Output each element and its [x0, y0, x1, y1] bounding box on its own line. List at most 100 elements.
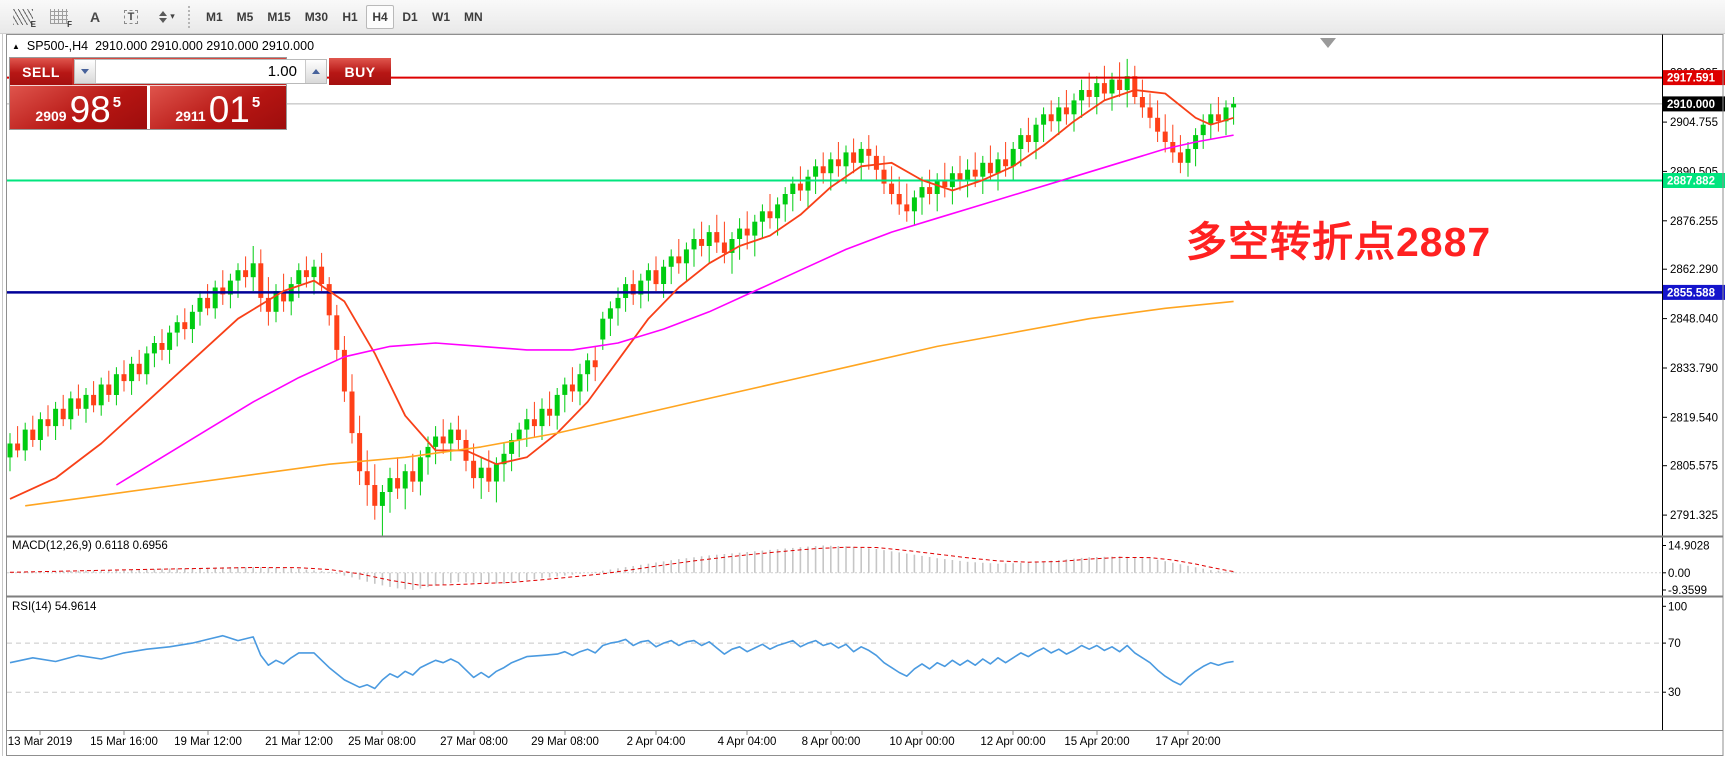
- candlestick-series: [7, 58, 1237, 537]
- rsi-label: RSI(14) 54.9614: [12, 601, 97, 613]
- price-axis: 2919.0052904.7552890.5052876.2552862.290…: [1662, 68, 1725, 699]
- sell-price-prefix: 2909: [35, 108, 67, 124]
- timeframe-button-m1[interactable]: M1: [200, 5, 229, 29]
- time-label: 25 Mar 08:00: [348, 736, 416, 748]
- volume-decrease-button[interactable]: [75, 60, 96, 83]
- ma-fast-red-line: [9, 89, 1234, 500]
- timeframe-button-mn[interactable]: MN: [458, 5, 489, 29]
- toolbar-separator: [188, 5, 190, 28]
- timeframe-button-m30[interactable]: M30: [299, 5, 334, 29]
- volume-input[interactable]: [96, 60, 305, 83]
- timeframe-button-m5[interactable]: M5: [231, 5, 260, 29]
- volume-control: [74, 59, 327, 84]
- price-badge: 2887.882: [1663, 173, 1725, 188]
- time-label: 2 Apr 04:00: [627, 736, 686, 748]
- sort-triangles-glyph: [159, 10, 168, 23]
- letter-a-glyph: A: [89, 8, 101, 25]
- toolbar: E F A T ▾ M1 M5 M15 M30 H1 H4 D1 W1 MN: [0, 0, 1725, 34]
- time-label: 29 Mar 08:00: [531, 736, 599, 748]
- rsi-axis-label: 30: [1668, 687, 1681, 699]
- chart-shift-marker-icon[interactable]: [1320, 38, 1336, 48]
- price-badge: 2917.591: [1663, 70, 1725, 86]
- buy-price-big: 01: [208, 89, 250, 130]
- buy-price[interactable]: 2911 01 5: [149, 86, 286, 130]
- time-label: 15 Mar 16:00: [90, 736, 158, 748]
- price-tick-label: 2833.790: [1670, 363, 1718, 375]
- price-tick-label: 2819.540: [1670, 412, 1718, 424]
- grid-glyph: [50, 9, 68, 24]
- chevron-down-icon: ▾: [170, 11, 175, 21]
- buy-price-prefix: 2911: [175, 108, 206, 124]
- price-badge: 2855.588: [1663, 284, 1725, 300]
- symbol-period-label: SP500-,H4: [26, 39, 89, 53]
- price-tick-label: 2862.290: [1670, 264, 1718, 276]
- time-label: 15 Apr 20:00: [1064, 736, 1129, 748]
- macd-label: MACD(12,26,9) 0.6118 0.6956: [12, 540, 168, 552]
- price-tick-label: 2805.575: [1670, 461, 1718, 473]
- time-label: 13 Mar 2019: [8, 736, 73, 748]
- sell-price-sup: 5: [112, 94, 122, 111]
- timeframe-button-m15[interactable]: M15: [261, 5, 296, 29]
- sell-price-big: 98: [69, 89, 111, 130]
- ma-slow-orange-line: [25, 300, 1234, 507]
- hatch-glyph: [13, 8, 33, 25]
- text-box-icon[interactable]: T: [118, 6, 144, 28]
- grid-pattern-icon[interactable]: F: [46, 6, 72, 29]
- timeframe-button-d1[interactable]: D1: [396, 5, 424, 29]
- trade-prices-row: 2909 98 5 2911 01 5: [10, 86, 286, 129]
- rsi-pane: [7, 634, 1662, 693]
- svg-text:2887.882: 2887.882: [1667, 176, 1715, 188]
- timeframe-button-h4[interactable]: H4: [366, 4, 395, 29]
- svg-text:2910.000: 2910.000: [1667, 99, 1715, 111]
- icon-subletter: F: [67, 19, 72, 29]
- price-tick-label: 2848.040: [1670, 314, 1718, 326]
- time-label: 10 Apr 00:00: [889, 736, 954, 748]
- collapse-triangle-icon[interactable]: ▲: [12, 41, 20, 51]
- letter-t-glyph: T: [123, 9, 139, 24]
- icon-subletter: E: [30, 19, 36, 29]
- time-label: 27 Mar 08:00: [440, 736, 508, 748]
- sell-price[interactable]: 2909 98 5: [10, 86, 147, 129]
- macd-pane: [7, 545, 1662, 590]
- toolbar-icon-group: E F A T ▾: [0, 6, 180, 29]
- rsi-axis-label: 100: [1668, 601, 1687, 613]
- svg-text:2917.591: 2917.591: [1667, 73, 1716, 85]
- macd-axis-label: 0.00: [1668, 568, 1690, 580]
- buy-button[interactable]: BUY: [329, 58, 391, 85]
- rsi-line: [9, 634, 1234, 690]
- volume-increase-button[interactable]: [305, 60, 326, 83]
- trade-controls-row: SELL BUY: [10, 58, 391, 86]
- price-tick-label: 2904.755: [1670, 117, 1718, 129]
- timeframe-button-bar: M1 M5 M15 M30 H1 H4 D1 W1 MN: [200, 4, 489, 29]
- time-label: 8 Apr 00:00: [802, 736, 861, 748]
- ma-mid-magenta-line: [115, 134, 1234, 486]
- macd-signal-line: [9, 546, 1234, 586]
- triangle-down-icon: [81, 69, 89, 74]
- rsi-axis-label: 70: [1668, 638, 1681, 650]
- time-label: 12 Apr 00:00: [980, 736, 1045, 748]
- chart-title: ▲ SP500-,H4 2910.000 2910.000 2910.000 2…: [12, 39, 314, 53]
- price-badge: 2910.000: [1663, 96, 1725, 112]
- time-label: 4 Apr 04:00: [718, 736, 777, 748]
- timeframe-button-h1[interactable]: H1: [336, 5, 364, 29]
- svg-text:2855.588: 2855.588: [1667, 287, 1716, 299]
- buy-price-sup: 5: [251, 94, 261, 111]
- chart-annotation[interactable]: 多空转折点2887: [1186, 219, 1492, 265]
- time-label: 19 Mar 12:00: [174, 736, 242, 748]
- timeframe-button-w1[interactable]: W1: [426, 5, 456, 29]
- price-divider: [146, 86, 150, 129]
- chart-window-frame: [2, 34, 1724, 756]
- hatch-pattern-icon[interactable]: E: [10, 6, 36, 29]
- price-tick-label: 2876.255: [1670, 216, 1718, 228]
- object-sort-icon[interactable]: ▾: [154, 6, 180, 28]
- time-label: 21 Mar 12:00: [265, 736, 333, 748]
- text-annotation-icon[interactable]: A: [82, 6, 108, 28]
- sell-button[interactable]: SELL: [10, 58, 72, 85]
- macd-axis-label: -9.3599: [1668, 585, 1707, 597]
- time-label: 17 Apr 20:00: [1155, 736, 1220, 748]
- triangle-up-icon: [312, 69, 320, 74]
- ohlc-values: 2910.000 2910.000 2910.000 2910.000: [95, 39, 315, 53]
